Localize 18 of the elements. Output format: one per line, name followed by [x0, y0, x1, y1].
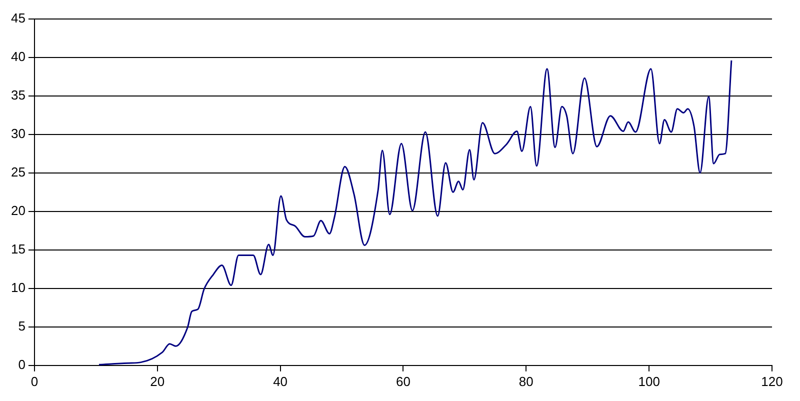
- x-tick-label: 120: [761, 374, 783, 389]
- x-tick-label: 20: [150, 374, 165, 389]
- y-tick-label: 15: [10, 241, 26, 256]
- y-tick-label: 35: [10, 87, 26, 102]
- y-tick-label: 25: [10, 164, 26, 180]
- x-tick-label: 40: [273, 374, 288, 389]
- y-tick-label: 5: [18, 318, 26, 334]
- y-tick-label: 0: [18, 356, 26, 372]
- y-tick-label: 20: [10, 202, 26, 218]
- x-tick-label: 80: [518, 374, 534, 389]
- x-tick-label: 100: [638, 374, 660, 389]
- y-tick-label: 10: [10, 280, 26, 295]
- x-tick-label: 0: [30, 374, 38, 389]
- y-tick-label: 30: [10, 126, 26, 141]
- y-tick-label: 40: [10, 48, 26, 64]
- y-tick-label: 45: [10, 10, 26, 26]
- x-tick-label: 60: [396, 374, 410, 389]
- line-series: [98, 60, 732, 366]
